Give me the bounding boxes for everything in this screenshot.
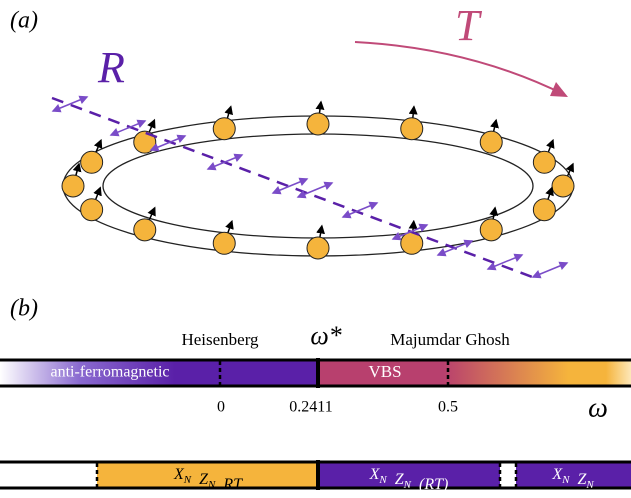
critical-point: ω* — [310, 321, 341, 350]
spin-site — [62, 175, 84, 197]
spin-site — [533, 199, 555, 221]
axis-label: ω — [588, 392, 608, 423]
region-label: VBS — [368, 362, 401, 381]
spin-site — [552, 175, 574, 197]
term-sub: N — [207, 479, 216, 491]
spin-site — [81, 199, 103, 221]
tick-label: 0 — [217, 399, 225, 416]
term-sub: N — [403, 479, 412, 491]
translation-label: T — [455, 1, 483, 50]
phase-title: Heisenberg — [181, 330, 259, 349]
tick-label: 0.5 — [438, 399, 458, 416]
ring — [103, 134, 533, 238]
spin-chain — [62, 102, 574, 259]
term-suffix: (RT) — [419, 476, 448, 493]
spin-site — [480, 131, 502, 153]
reflection-arrow — [533, 263, 567, 277]
panel-label: (b) — [10, 296, 38, 322]
phase-title: Majumdar Ghosh — [390, 330, 510, 349]
vbs-region — [318, 361, 631, 385]
term-sub: N — [183, 474, 192, 486]
spin-site — [81, 151, 103, 173]
spin-site — [307, 113, 329, 135]
spin-site — [307, 237, 329, 259]
term-sub: N — [585, 479, 594, 491]
spin-site — [401, 232, 423, 254]
reflection-arrow — [343, 203, 377, 217]
spin-site — [213, 232, 235, 254]
region-label: anti-ferromagnetic — [50, 364, 169, 381]
tick-label: 0.2411 — [289, 399, 332, 416]
panel-label: (a) — [10, 8, 38, 34]
reflection-label: R — [97, 43, 125, 92]
term-sub: N — [561, 474, 570, 486]
spin-site — [401, 118, 423, 140]
figure: (a) T R (b) Heisenberg ω* Majumdar Ghosh… — [0, 0, 631, 493]
spin-site — [134, 219, 156, 241]
term-sub: N — [378, 474, 387, 486]
reflection-axis — [52, 98, 535, 278]
spin-site — [213, 118, 235, 140]
sym-region — [516, 463, 631, 487]
spin-site — [533, 151, 555, 173]
spin-site — [480, 219, 502, 241]
term-suffix: RT — [222, 476, 243, 493]
